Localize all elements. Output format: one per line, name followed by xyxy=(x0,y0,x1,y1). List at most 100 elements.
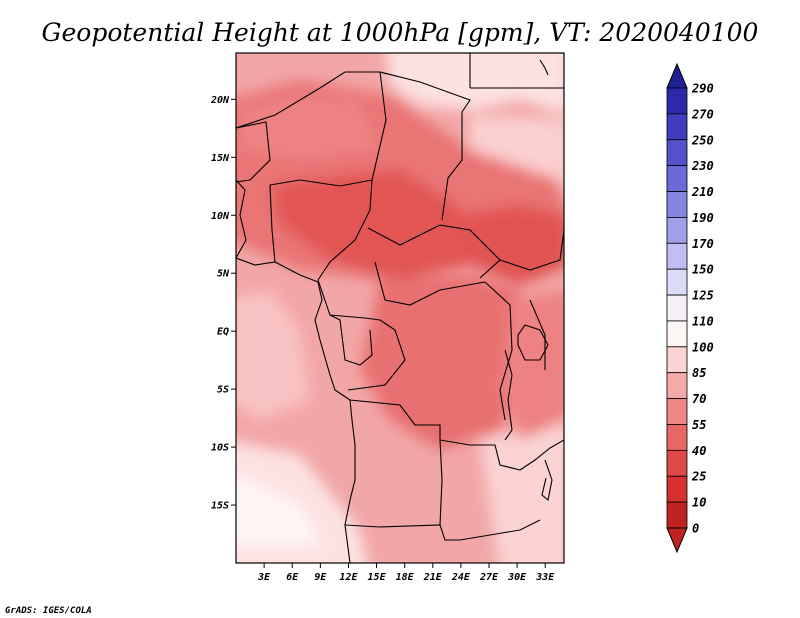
y-tick-label: 5N xyxy=(217,269,230,280)
y-axis: 20N 15N 10N 5N EQ 5S 10S 15S xyxy=(210,95,236,512)
colorbar-segment xyxy=(666,268,688,296)
field-core-east xyxy=(455,205,564,285)
y-tick-label: 20N xyxy=(210,95,230,106)
field-light-north xyxy=(386,53,564,114)
colorbar-label: 290 xyxy=(691,82,714,96)
x-tick-label: 21E xyxy=(423,572,443,583)
x-tick-label: 9E xyxy=(314,572,327,583)
colorbar-segment xyxy=(666,87,688,115)
x-tick-label: 3E xyxy=(257,572,271,583)
y-tick-label: 15S xyxy=(211,501,229,512)
colorbar-bottom-arrow xyxy=(666,527,688,554)
y-tick-label: EQ xyxy=(217,327,229,338)
x-tick-label: 30E xyxy=(507,572,527,583)
colorbar-label: 150 xyxy=(692,263,714,277)
border-chad-car xyxy=(367,224,441,246)
field-white-southwest xyxy=(236,475,320,545)
x-tick-label: 27E xyxy=(479,572,499,583)
x-axis: 3E 6E 9E 12E 15E 18E 21E 24E 27E 30E 33E xyxy=(257,563,555,583)
x-tick-label: 24E xyxy=(451,572,471,583)
border-niger-nigeria xyxy=(269,179,373,187)
colorbar-segment xyxy=(666,449,688,477)
coastline-west-bulge xyxy=(236,179,247,259)
lake-victoria-outline xyxy=(517,324,549,361)
field-band-east xyxy=(500,291,564,440)
colorbar-label: 250 xyxy=(691,133,714,147)
x-tick-label: 15E xyxy=(368,572,387,583)
nile-outline xyxy=(539,59,549,76)
border-zambia-south xyxy=(459,519,541,541)
border-car-south xyxy=(374,261,486,306)
border-angola-zambia xyxy=(439,439,443,526)
field-band-north-mid xyxy=(240,95,380,160)
colorbar-label: 230 xyxy=(691,159,714,173)
grads-credit: GrADS: IGES/COLA xyxy=(5,606,92,616)
colorbar-segment xyxy=(666,165,688,192)
colorbar-segment xyxy=(666,191,688,218)
colorbar-segment xyxy=(666,242,688,270)
colorbar: 2902702502302101901701501251101008570554… xyxy=(666,62,714,554)
colorbar-segment xyxy=(666,113,688,141)
colorbar-segment xyxy=(666,424,688,451)
y-tick-label: 10S xyxy=(211,443,229,454)
colorbar-label: 85 xyxy=(692,366,706,380)
border-drc-zambia xyxy=(439,439,521,471)
border-drc-angola xyxy=(349,399,441,440)
y-tick-label: 5S xyxy=(217,385,229,396)
border-congo-drc xyxy=(347,319,406,391)
border-nigeria-cameroon xyxy=(317,179,373,281)
colorbar-segment xyxy=(666,139,688,167)
border-uganda-kenya xyxy=(529,299,546,370)
field-light-southeast xyxy=(480,421,564,563)
lake-tanganyika-outline xyxy=(504,349,513,441)
colorbar-label: 100 xyxy=(692,340,714,354)
colorbar-top-arrow xyxy=(666,62,688,89)
colorbar-label: 170 xyxy=(692,237,714,251)
y-tick-label: 15N xyxy=(211,153,230,164)
field-light-west xyxy=(236,290,310,420)
border-drc-uganda xyxy=(484,281,513,421)
map-frame xyxy=(235,52,565,564)
country-borders xyxy=(236,53,564,563)
lake-malawi-outline xyxy=(541,459,553,502)
chart-title: Geopotential Height at 1000hPa [gpm], VT… xyxy=(42,18,759,47)
border-sudan-southsudan xyxy=(439,224,501,279)
colorbar-label: 70 xyxy=(692,392,706,406)
colorbar-segment xyxy=(666,320,688,348)
border-cameroon-gabon xyxy=(317,279,381,321)
border-tanzania xyxy=(519,439,564,471)
colorbar-segment xyxy=(666,372,688,399)
x-tick-label: 6E xyxy=(286,572,299,583)
field-band-congo xyxy=(360,275,520,450)
colorbar-label: 210 xyxy=(691,185,714,199)
border-gabon-congo xyxy=(329,314,373,366)
border-mali-niger xyxy=(236,121,271,183)
y-tick-label: 10N xyxy=(211,211,230,222)
colorbar-segment xyxy=(666,217,688,244)
colorbar-label: 55 xyxy=(692,418,706,432)
colorbar-label: 190 xyxy=(692,211,714,225)
border-nigeria-benin xyxy=(269,184,276,263)
colorbar-label: 110 xyxy=(692,314,714,328)
map-area xyxy=(236,53,564,563)
colorbar-label: 270 xyxy=(691,107,714,121)
border-algeria-niger xyxy=(236,71,380,129)
colorbar-label: 125 xyxy=(692,289,714,303)
field-core-sahel xyxy=(270,170,480,280)
border-chad-sudan xyxy=(441,112,463,221)
colorbar-segment xyxy=(666,346,688,374)
border-libya-chad xyxy=(379,71,471,113)
x-tick-label: 33E xyxy=(535,572,555,583)
coastline-west-africa xyxy=(236,257,356,563)
x-tick-label: 12E xyxy=(339,572,358,583)
colorbar-segment xyxy=(666,294,688,322)
colorbar-label: 0 xyxy=(692,522,699,536)
colorbar-label: 10 xyxy=(692,496,706,510)
colorbar-segment xyxy=(666,501,688,529)
colorbar-segment xyxy=(666,475,688,503)
colorbar-segment xyxy=(666,398,688,425)
colorbar-label: 25 xyxy=(691,470,706,484)
border-sudan-ethiopia xyxy=(499,229,564,271)
border-niger-chad xyxy=(371,71,387,181)
